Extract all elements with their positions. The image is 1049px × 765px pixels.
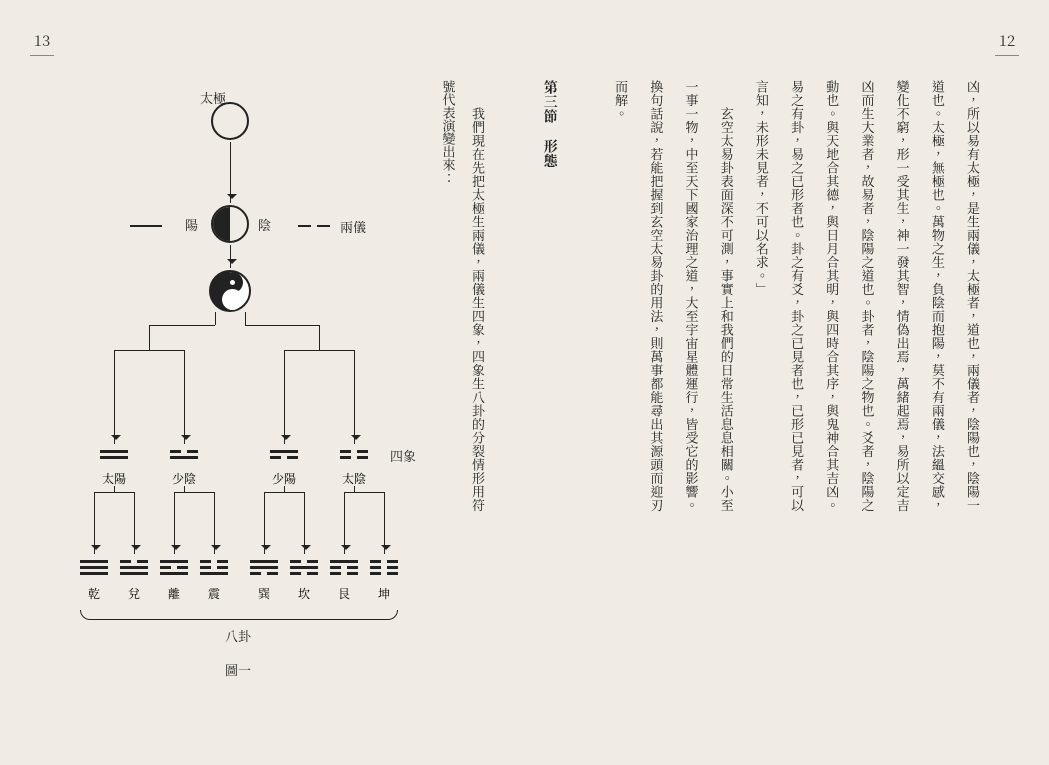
arrow-1	[230, 142, 231, 203]
text-column: 我們現在先把太極生兩儀，兩儀生四象，四象生八卦的分裂情形用符	[463, 80, 494, 700]
sx-a-1a	[284, 350, 285, 444]
sixiang-name-0: 太陽	[100, 470, 128, 487]
text-column: 一事一物，中至天下國家治理之道，大至宇宙星體運行，皆受它的影響。	[676, 80, 707, 700]
branch-l2	[149, 325, 215, 326]
liangyi-circle	[211, 205, 249, 243]
bagua-name-1: 兌	[120, 585, 148, 602]
text-column: 凶，所以易有太極，是生兩儀，太極者，道也，兩儀者，陰陽也，陰陽一	[958, 80, 989, 700]
figure-caption: 圖一	[225, 660, 251, 679]
spacer-column	[498, 80, 529, 700]
sixiang-name-2: 少陽	[270, 470, 298, 487]
sixiang-name-3: 太陰	[340, 470, 368, 487]
bagua-name-6: 艮	[330, 585, 358, 602]
sixiang-gram-3	[340, 450, 368, 459]
page-number-left: 13	[30, 30, 54, 56]
taiji-diagram: 太極陽陰兩儀太陽少陰少陽太陰四象乾兌離震巽坎艮坤八卦圖一	[60, 90, 430, 690]
sx-a-0b	[184, 350, 185, 444]
sx-a-1b	[354, 350, 355, 444]
bagua-gram-7	[370, 560, 398, 575]
bg-a-3b	[384, 492, 385, 554]
branch-r1	[245, 312, 246, 325]
text-column: 道也。太極，無極也。萬物之生，負陰而抱陽，莫不有兩儀，法縕交感，	[923, 80, 954, 700]
bg-h-1	[174, 492, 214, 493]
bagua-name-2: 離	[160, 585, 188, 602]
page-left: 13 號代表演變出來： 太極陽陰兩儀太陽少陰少陽太陰四象乾兌離震巽坎艮坤八卦圖一	[0, 0, 525, 765]
bagua-gram-5	[290, 560, 318, 575]
bg-a-3a	[344, 492, 345, 554]
yin-label: 陰	[258, 215, 271, 234]
sixiang-gram-2	[270, 450, 298, 459]
text-column: 變化不窮，形一受其生，神一發其智，情偽出焉，萬緒起焉，易所以定吉	[887, 80, 918, 700]
bg-h-3	[344, 492, 384, 493]
bagua-name-5: 坎	[290, 585, 318, 602]
text-column: 而解。	[606, 80, 637, 700]
bg-a-1b	[214, 492, 215, 554]
text-column: 動也。與天地合其德，與日月合其明，與四時合其序，與鬼神合其吉凶。	[817, 80, 848, 700]
section-heading: 第三節形態	[533, 80, 567, 700]
bg-h-0	[94, 492, 134, 493]
bg-a-2a	[264, 492, 265, 554]
liangyi-yin-line	[298, 225, 330, 227]
taiji-circle	[211, 102, 249, 140]
yinyang-symbol	[209, 270, 251, 312]
bagua-group-label: 八卦	[225, 626, 251, 645]
branch-l3	[149, 325, 150, 350]
sx-h-0	[114, 350, 184, 351]
right-body-text: 凶，所以易有太極，是生兩儀，太極者，道也，兩儀者，陰陽也，陰陽一道也。太極，無極…	[459, 80, 989, 700]
sixiang-group-label: 四象	[390, 446, 416, 465]
page-right: 12 凶，所以易有太極，是生兩儀，太極者，道也，兩儀者，陰陽也，陰陽一道也。太極…	[525, 0, 1049, 765]
bagua-gram-3	[200, 560, 228, 575]
bagua-gram-6	[330, 560, 358, 575]
branch-l1	[215, 312, 216, 325]
text-column: 換句話說，若能把握到玄空太易卦的用法，則萬事都能尋出其源頭而迎刃	[641, 80, 672, 700]
bagua-gram-2	[160, 560, 188, 575]
arrow-2	[230, 245, 231, 268]
text-column: 凶而生大業者，故易者，陰陽之道也。卦者，陰陽之物也。爻者，陰陽之	[852, 80, 883, 700]
page-number-right: 12	[995, 30, 1019, 56]
sixiang-gram-1	[170, 450, 198, 459]
liangyi-yang-line	[130, 225, 162, 227]
spacer-column	[571, 80, 602, 700]
text-column: 言知，未形未見者，不可以名求。﹂	[747, 80, 778, 700]
bagua-name-4: 巽	[250, 585, 278, 602]
liangyi-label: 兩儀	[340, 217, 366, 236]
branch-r2	[245, 325, 319, 326]
bg-h-2	[264, 492, 304, 493]
sixiang-name-1: 少陰	[170, 470, 198, 487]
bagua-name-7: 坤	[370, 585, 398, 602]
text-column: 易之有卦，易之已形者也。卦之有爻，卦之已見者也，已形已見者，可以	[782, 80, 813, 700]
sx-h-1	[284, 350, 354, 351]
yang-label: 陽	[185, 215, 198, 234]
bg-a-1a	[174, 492, 175, 554]
bg-a-0b	[134, 492, 135, 554]
bg-a-0a	[94, 492, 95, 554]
bagua-name-3: 震	[200, 585, 228, 602]
sixiang-gram-0	[100, 450, 128, 459]
bg-a-2b	[304, 492, 305, 554]
bagua-name-0: 乾	[80, 585, 108, 602]
bagua-gram-1	[120, 560, 148, 575]
branch-r3	[319, 325, 320, 350]
sx-a-0a	[114, 350, 115, 444]
bagua-gram-0	[80, 560, 108, 575]
text-column: 玄空太易卦表面深不可測，事實上和我們的日常生活息息相關。小至	[712, 80, 743, 700]
bagua-brace	[80, 610, 398, 620]
bagua-gram-4	[250, 560, 278, 575]
